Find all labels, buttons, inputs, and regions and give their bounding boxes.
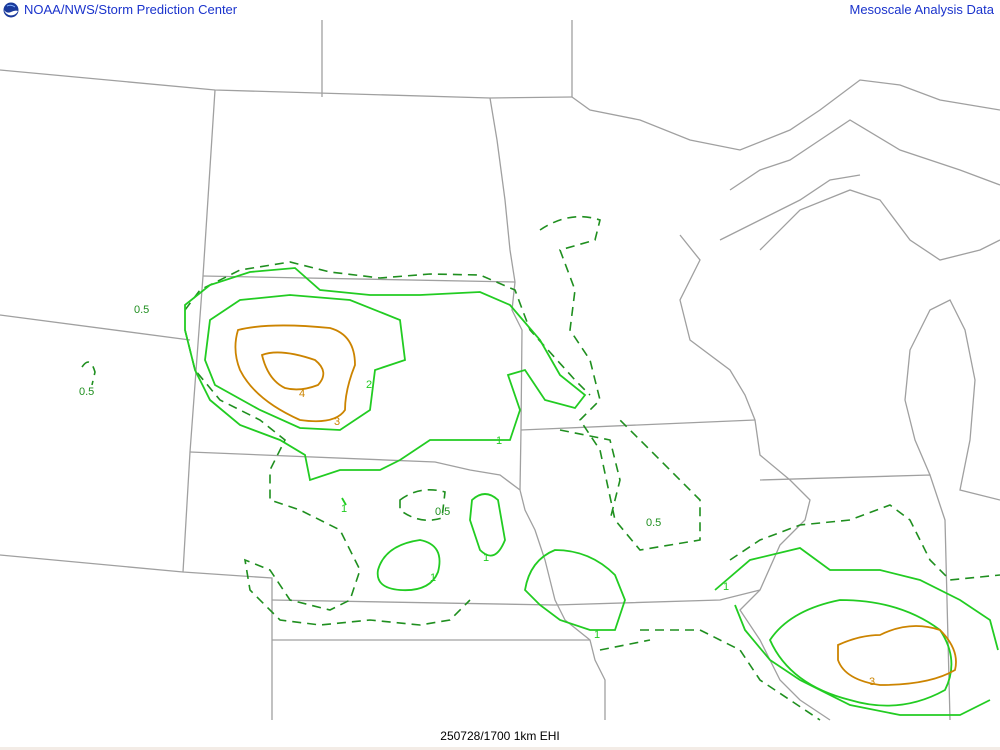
- contour-label: 1: [723, 581, 729, 593]
- contour-label: 1: [483, 552, 489, 564]
- contour-label: 2: [366, 379, 372, 391]
- noaa-logo: [3, 2, 19, 18]
- product-title: Mesoscale Analysis Data: [849, 2, 994, 17]
- valid-time-caption: 250728/1700 1km EHI: [440, 729, 560, 743]
- contour-label: 3: [334, 416, 340, 428]
- contour-label: 0.5: [435, 506, 450, 518]
- contour-label: 1: [496, 435, 502, 447]
- ehi-contours: [81, 215, 1000, 721]
- contour-label: 1: [430, 572, 436, 584]
- contour-label: 0.5: [79, 386, 94, 398]
- contour-label: 1: [594, 629, 600, 641]
- contour-label: 0.5: [134, 304, 149, 316]
- contour-label: 1: [341, 503, 347, 515]
- contour-label: 3: [869, 676, 875, 688]
- contour-label: 0.5: [646, 517, 661, 529]
- agency-title: NOAA/NWS/Storm Prediction Center: [24, 2, 238, 17]
- ehi-map: 0.5 0.5 2 4 3 1 1 0.5 1 1 0.5 1 1 3: [0, 20, 1000, 721]
- contour-label: 4: [299, 388, 305, 400]
- contour-labels: 0.5 0.5 2 4 3 1 1 0.5 1 1 0.5 1 1 3: [79, 304, 875, 688]
- state-boundaries: [0, 20, 1000, 721]
- bottom-border: [0, 747, 1000, 750]
